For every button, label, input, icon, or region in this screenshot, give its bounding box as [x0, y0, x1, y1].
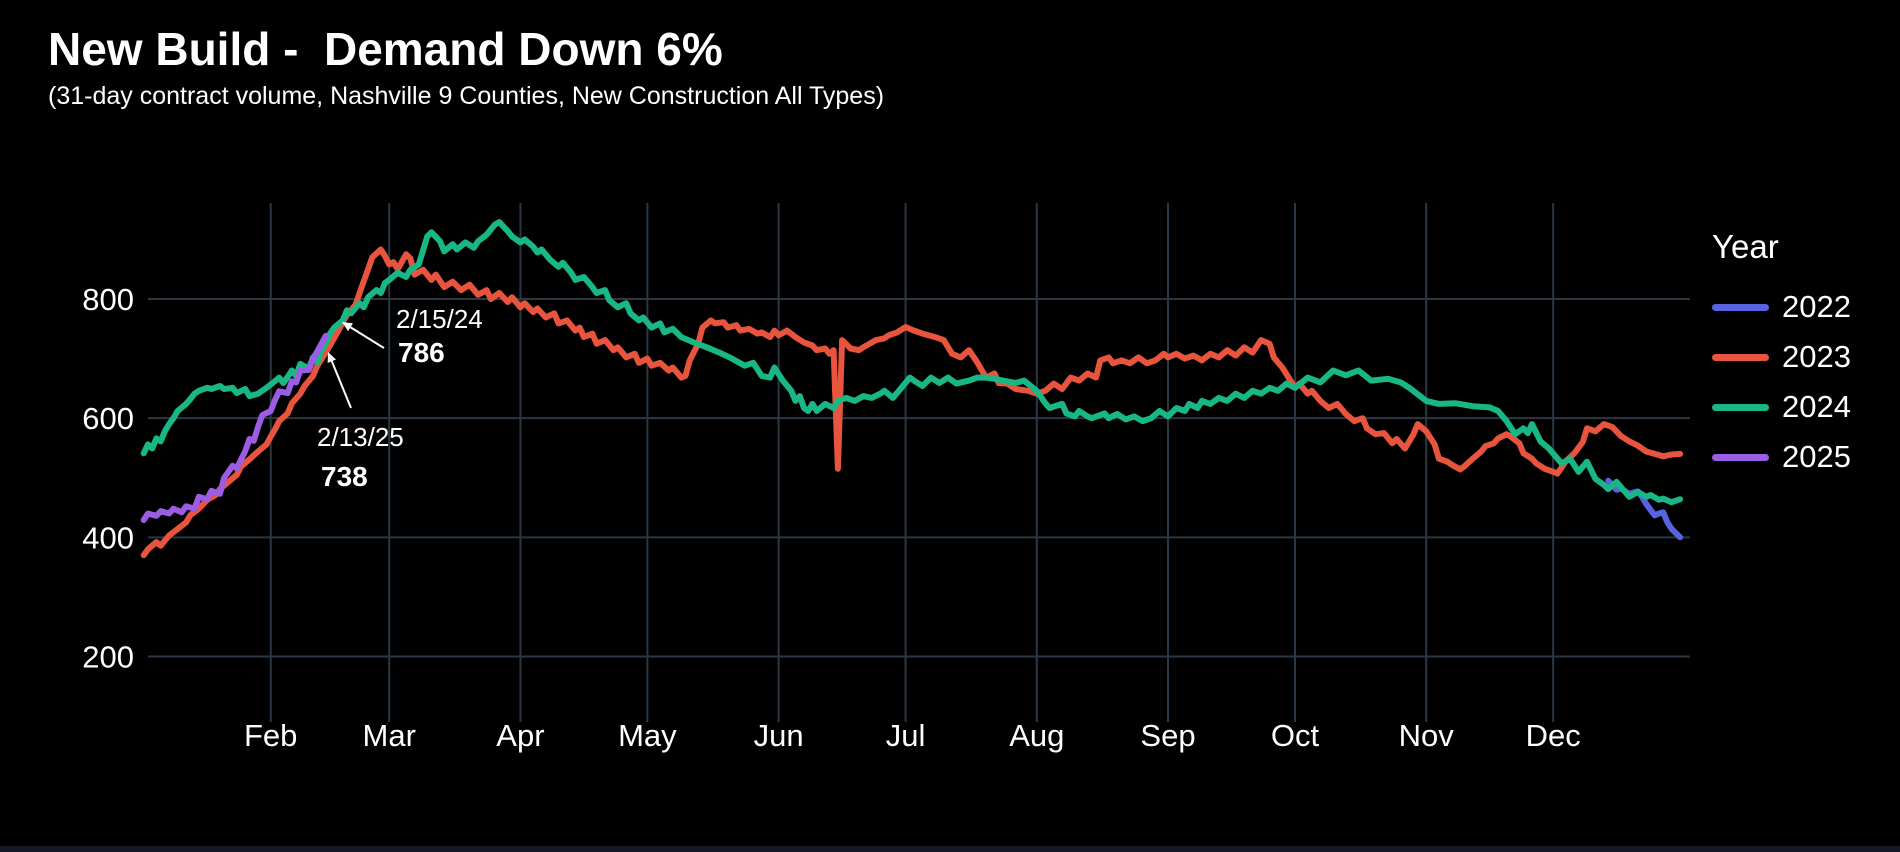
series-line-2024 — [140, 219, 1684, 506]
legend-item-2025[interactable]: 2025 — [1712, 432, 1851, 482]
legend-item-2024[interactable]: 2024 — [1712, 382, 1851, 432]
legend-swatch-2024 — [1712, 403, 1769, 411]
svg-text:400: 400 — [82, 520, 134, 555]
annotation-date: 2/15/24 — [396, 304, 483, 334]
legend-item-2023[interactable]: 2023 — [1712, 332, 1851, 382]
annotation-2/13/25: 2/13/25 738 — [317, 352, 404, 492]
svg-text:200: 200 — [82, 639, 134, 674]
legend-item-2022[interactable]: 2022 — [1712, 282, 1851, 332]
legend-swatch-2022 — [1712, 303, 1769, 311]
svg-text:Mar: Mar — [363, 718, 416, 753]
svg-text:Dec: Dec — [1526, 718, 1581, 753]
legend-swatch-2025 — [1712, 453, 1769, 461]
legend-label: 2023 — [1782, 339, 1851, 374]
svg-text:Oct: Oct — [1271, 718, 1320, 753]
legend-title: Year — [1712, 228, 1779, 265]
x-axis-labels: Feb Mar Apr May Jun Jul Aug Sep Oct Nov Dec — [244, 718, 1581, 753]
window-bottom-edge — [0, 846, 1900, 852]
svg-text:Jun: Jun — [754, 718, 804, 753]
annotation-value: 786 — [398, 337, 445, 368]
legend-swatch-2023 — [1712, 353, 1769, 361]
svg-text:Nov: Nov — [1399, 718, 1455, 753]
svg-text:Feb: Feb — [244, 718, 297, 753]
series-line-2023 — [140, 246, 1684, 559]
legend-label: 2024 — [1782, 389, 1851, 424]
svg-text:800: 800 — [82, 282, 134, 317]
legend-label: 2022 — [1782, 289, 1851, 324]
svg-text:600: 600 — [82, 401, 134, 436]
series-line-2025 — [140, 332, 329, 523]
grid-lines — [148, 203, 1690, 722]
page-title: New Build - Demand Down 6% — [48, 23, 723, 75]
chart-legend: Year 2022 2023 2024 2025 — [1712, 228, 1851, 482]
svg-text:Jul: Jul — [886, 718, 926, 753]
annotation-date: 2/13/25 — [317, 422, 404, 452]
svg-text:Aug: Aug — [1009, 718, 1064, 753]
annotation-value: 738 — [321, 461, 368, 492]
svg-text:Sep: Sep — [1140, 718, 1195, 753]
svg-text:May: May — [618, 718, 677, 753]
legend-label: 2025 — [1782, 439, 1851, 474]
y-axis-labels: 200 400 600 800 — [82, 282, 134, 674]
svg-text:Apr: Apr — [496, 718, 544, 753]
page-subtitle: (31-day contract volume, Nashville 9 Cou… — [48, 82, 885, 110]
